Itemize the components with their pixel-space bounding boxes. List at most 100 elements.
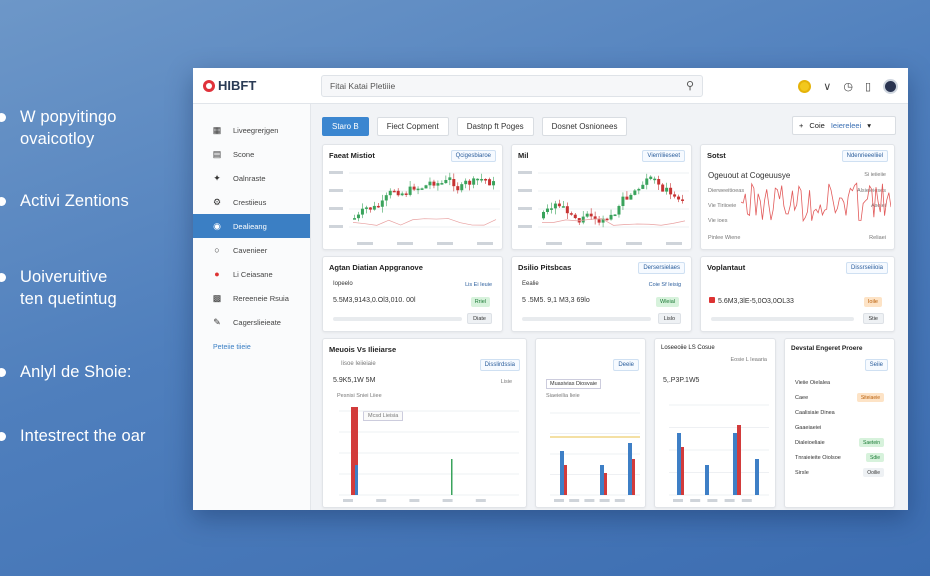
card-title: Meuois Vs Ilieiarse	[329, 345, 397, 354]
axis-tick-label	[599, 499, 610, 502]
card-filter-button[interactable]: Deeie	[613, 359, 639, 371]
gear-icon: ⚙	[212, 196, 222, 207]
list-item-label: Dialeioeliaie	[795, 439, 825, 446]
candle-body	[553, 203, 557, 209]
axis-tick-label	[614, 499, 625, 502]
card-filter-button[interactable]: Dersersielaes	[638, 262, 685, 274]
axis-tick-label	[442, 499, 453, 502]
candle-body	[673, 194, 677, 197]
list-item[interactable]: Vieiie Oielalea	[795, 375, 884, 390]
candle-body	[468, 180, 472, 185]
card-filter-button[interactable]: Dissrseiiioia	[845, 262, 888, 274]
feature-bullet: Anlyl de Shoie:	[0, 361, 132, 383]
bar	[733, 433, 737, 495]
metrics-bar-card: Meuois Vs Ilieiarse Iisoe Ieiieiaie Diss…	[322, 338, 527, 508]
bar	[737, 425, 741, 495]
stat-value: 5,.P3P.1W5	[663, 377, 700, 384]
candle-body	[581, 216, 585, 223]
card-link[interactable]: Lisie	[500, 379, 512, 385]
list-item-label: Gaaeiaeiei	[795, 424, 822, 431]
period-select[interactable]: + Coie Ieiereleei ▾	[792, 116, 896, 135]
list-item[interactable]: Sirsle Ooilie	[795, 465, 884, 480]
sidebar-item-score[interactable]: ▤ Scone	[193, 142, 310, 166]
sidebar-item-label: Cavenieer	[233, 245, 268, 255]
axis-tick-label	[329, 171, 343, 174]
sidebar-item-dealing[interactable]: ◉ Dealieang	[193, 214, 310, 238]
sidebar-more-link[interactable]: Peteiie tiieie	[213, 344, 251, 351]
card-filter-button[interactable]: Eosie L Ieaaria	[730, 357, 768, 363]
trend-line	[541, 218, 686, 226]
period-label: Coie	[809, 121, 825, 130]
card-action-button[interactable]: Stie	[862, 313, 884, 324]
avatar[interactable]	[883, 78, 898, 94]
card-link[interactable]: Lis Ei Ieuie	[465, 282, 492, 288]
target-icon: ◉	[213, 220, 221, 231]
stat-value-text: 5.6M3,3lE-5,0O3,0OL33	[718, 298, 794, 305]
sidebar-item-reports[interactable]: ▩ Rereeneie Rsuia	[193, 286, 310, 310]
candle-body	[412, 186, 416, 190]
list-item[interactable]: Dialeioeliaie Saetein	[795, 435, 884, 450]
candle-body	[432, 181, 436, 186]
sidebar-item-overview[interactable]: ▦ Liveegrerjgen	[193, 118, 310, 142]
card-caption: Pesnisi Sniei Liiee	[337, 393, 382, 399]
search-input[interactable]: Fitai Katai Pletiiie ⚲	[321, 74, 703, 97]
status-badge: Rriel	[470, 297, 490, 307]
candle-body	[665, 187, 669, 192]
stat-value: 5.5M3,9143,0.Ol3,010. 00l	[333, 297, 416, 304]
candle-body	[569, 213, 573, 215]
axis-tick-label	[477, 242, 493, 245]
tab-start[interactable]: Staro B	[322, 116, 369, 136]
card-action-button[interactable]: Diate	[467, 313, 492, 324]
list-item[interactable]: Gaaeiaeiei	[795, 420, 884, 435]
card-filter-button[interactable]: Vierriliieseet	[642, 150, 685, 162]
volatility-line-chart	[741, 182, 891, 223]
candle-body	[589, 213, 593, 217]
candle-body	[585, 213, 589, 217]
candle-body	[353, 218, 356, 220]
candle-body	[392, 190, 396, 193]
bookmark-icon[interactable]: ▯	[864, 80, 871, 93]
sidebar-item-alerts[interactable]: ● Li Ceiasane	[193, 262, 310, 286]
axis-tick-label	[397, 242, 413, 245]
plus-icon: +	[799, 121, 804, 130]
card-filter-button[interactable]: Seiie	[864, 359, 888, 371]
candle-body	[577, 218, 581, 223]
list-item-label: Caee	[795, 394, 809, 401]
app-logo[interactable]: HIBFT	[203, 78, 321, 93]
sidebar-item-people[interactable]: ✦ Oalnraste	[193, 166, 310, 190]
list-item[interactable]: Tnraieieite Oiolsoe Sdie	[795, 450, 884, 465]
list-item[interactable]: Caee Siteiaeie	[795, 390, 884, 405]
sidebar-item-label: Li Ceiasane	[233, 269, 273, 279]
axis-tick-label	[357, 242, 373, 245]
axis-tick-label	[409, 499, 420, 502]
card-filter-button[interactable]: Ndenrieeeliiel	[841, 150, 888, 162]
card-filter-button[interactable]: Disslirdssia	[479, 359, 520, 371]
card-filter-button[interactable]: Qcigesbiaroe	[450, 150, 496, 162]
axis-tick-label	[724, 499, 735, 502]
search-icon[interactable]: ⚲	[685, 80, 694, 92]
list-item[interactable]: Caalisiaie Dinea	[795, 405, 884, 420]
row-label: Vie Tiriioeie	[708, 203, 737, 209]
card-action-button[interactable]: Lislo	[657, 313, 681, 324]
chevron-down-icon[interactable]: ∨	[823, 80, 832, 93]
clock-icon[interactable]: ◷	[843, 80, 853, 93]
sidebar-item-messages[interactable]: ○ Cavenieer	[193, 238, 310, 262]
coin-icon[interactable]	[798, 79, 812, 93]
candle-body	[452, 179, 456, 187]
candle-body	[542, 211, 545, 219]
tab-pages[interactable]: Dastnp ft Poges	[456, 116, 534, 136]
candle-body	[641, 184, 645, 189]
card-title: Voplantaut	[707, 263, 746, 272]
tab-options[interactable]: Dosnet Osnionees	[541, 116, 628, 136]
candle-body	[400, 193, 404, 196]
bar	[677, 433, 681, 495]
candle-body	[633, 190, 637, 195]
candle-body	[601, 218, 605, 223]
candle-body	[464, 180, 468, 185]
tab-component[interactable]: Fiect Copment	[376, 116, 449, 136]
status-badge: Siteiaeie	[856, 393, 884, 402]
status-badge: Saetein	[859, 438, 884, 447]
sidebar-item-editor[interactable]: ✎ Cagerslieieate	[193, 310, 310, 334]
sidebar-item-settings[interactable]: ⚙ Crestiieus	[193, 190, 310, 214]
card-link[interactable]: Coie Sf Ieisig	[648, 282, 681, 288]
